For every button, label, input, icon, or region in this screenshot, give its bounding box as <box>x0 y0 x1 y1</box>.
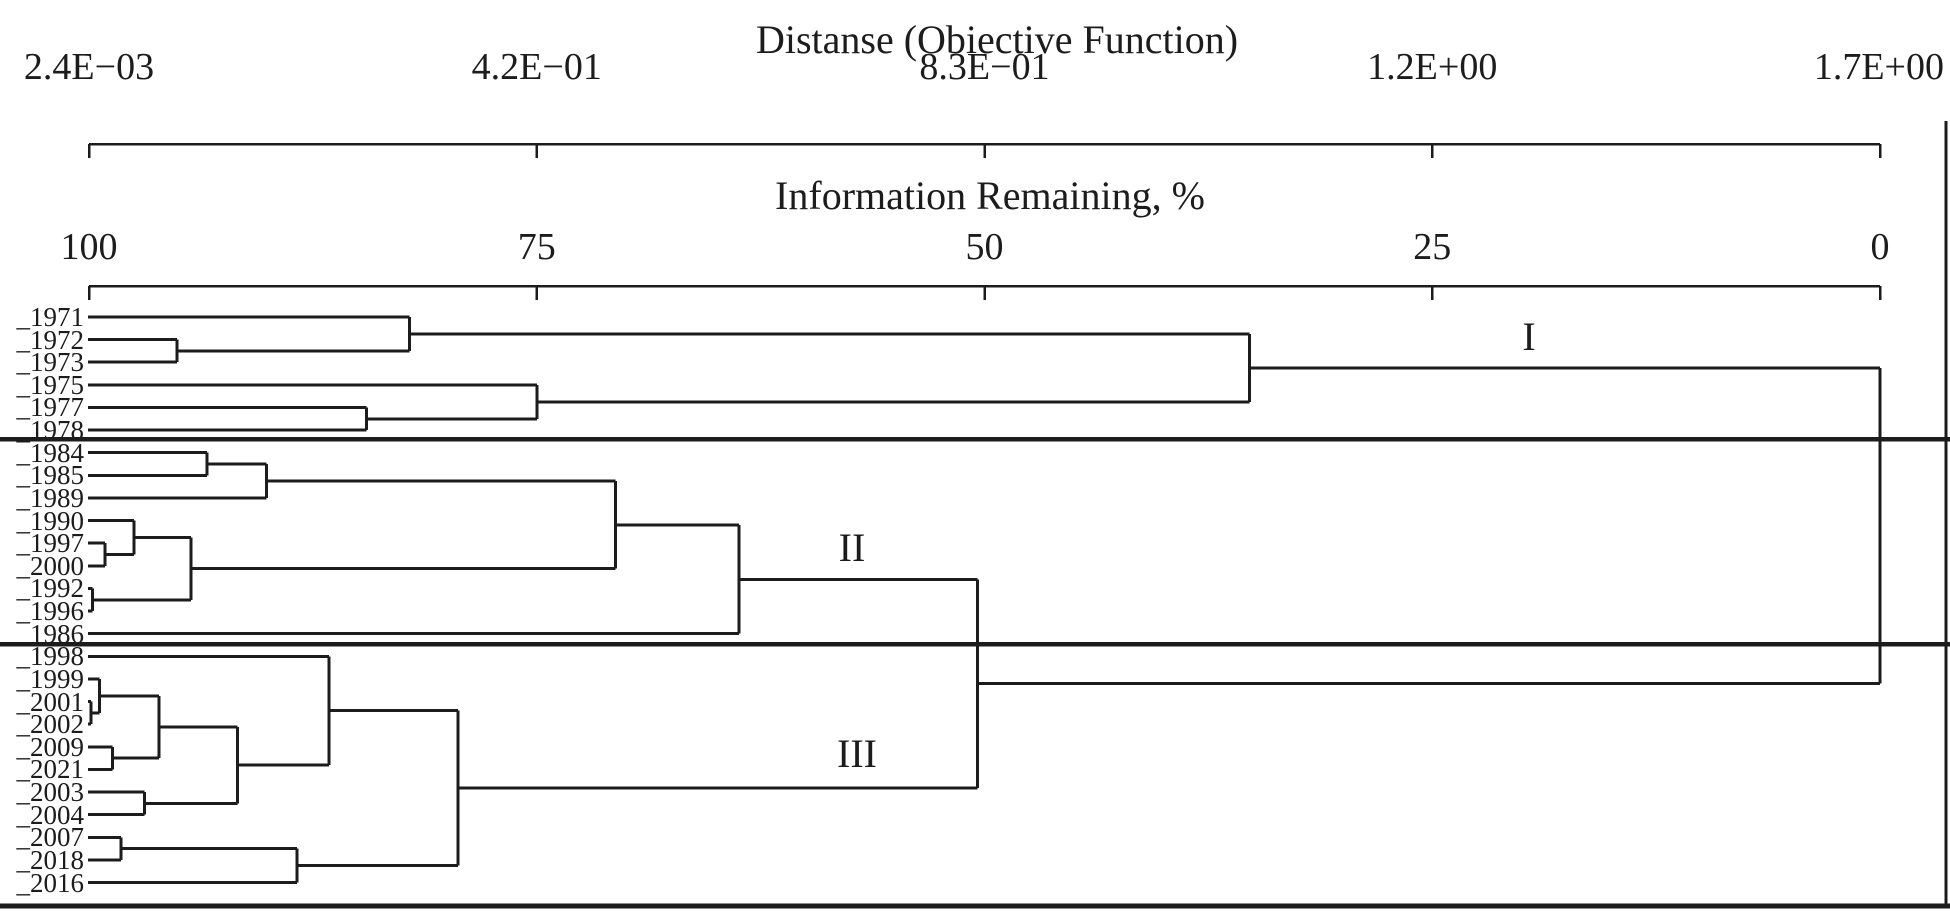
leaf-label: _1996 <box>16 596 85 626</box>
leaf-label: _1973 <box>16 347 85 377</box>
leaf-label: _2000 <box>16 551 85 581</box>
leaf-label: _1977 <box>16 392 85 422</box>
distance-tick-label: 1.2E+00 <box>1367 46 1498 88</box>
leaf-label: _2002 <box>16 709 85 739</box>
info-tick-label: 0 <box>1870 226 1890 268</box>
leaf-label: _1999 <box>16 664 85 694</box>
leaf-label: _2007 <box>16 822 85 852</box>
cluster-label-III: III <box>837 731 877 776</box>
leaf-label: _2016 <box>16 868 85 898</box>
info-tick-label: 50 <box>965 226 1004 268</box>
info-axis-title: Information Remaining, % <box>775 173 1205 218</box>
cluster-label-II: II <box>838 525 866 570</box>
leaf-label: _1985 <box>16 460 85 490</box>
leaf-label: _1972 <box>16 325 85 355</box>
leaf-label: _2001 <box>16 687 85 717</box>
leaf-label: _1978 <box>16 415 85 445</box>
cluster-label-I: I <box>1522 314 1536 359</box>
leaf-label: _2021 <box>16 754 85 784</box>
info-tick-label: 75 <box>517 226 556 268</box>
leaf-label: _1998 <box>16 641 85 671</box>
info-tick-label: 100 <box>60 226 118 268</box>
leaf-label: _1990 <box>16 506 85 536</box>
distance-tick-label: 1.7E+00 <box>1813 46 1944 88</box>
leaf-label: _2009 <box>16 732 85 762</box>
info-tick-label: 25 <box>1413 226 1452 268</box>
leaf-label: _2004 <box>16 800 85 830</box>
distance-tick-label: 8.3E−01 <box>919 46 1050 88</box>
leaf-label: _2003 <box>16 777 85 807</box>
leaf-label: _1971 <box>16 302 85 332</box>
leaf-label: _2018 <box>16 845 85 875</box>
distance-tick-label: 4.2E−01 <box>471 46 602 88</box>
leaf-label: _1997 <box>16 528 85 558</box>
leaf-label: _1986 <box>16 619 85 649</box>
leaf-label: _1984 <box>16 438 85 468</box>
leaf-label: _1992 <box>16 573 85 603</box>
leaf-label: _1989 <box>16 483 85 513</box>
distance-axis-title: Distanse (Obiective Function) <box>755 17 1239 62</box>
distance-tick-label: 2.4E−03 <box>23 46 155 88</box>
leaf-label: _1975 <box>16 370 85 400</box>
